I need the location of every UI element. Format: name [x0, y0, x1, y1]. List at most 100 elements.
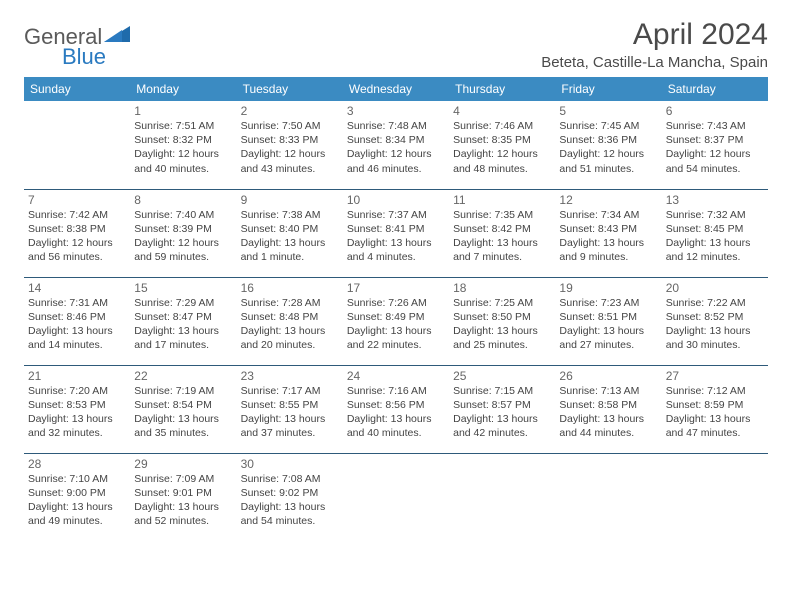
daylight-text-2: and 27 minutes. [559, 338, 657, 352]
calendar-cell: 14Sunrise: 7:31 AMSunset: 8:46 PMDayligh… [24, 277, 130, 365]
calendar-cell: 8Sunrise: 7:40 AMSunset: 8:39 PMDaylight… [130, 189, 236, 277]
day-info: Sunrise: 7:10 AMSunset: 9:00 PMDaylight:… [28, 472, 126, 529]
day-info: Sunrise: 7:29 AMSunset: 8:47 PMDaylight:… [134, 296, 232, 353]
daylight-text-1: Daylight: 13 hours [28, 324, 126, 338]
day-info: Sunrise: 7:17 AMSunset: 8:55 PMDaylight:… [241, 384, 339, 441]
sunrise-text: Sunrise: 7:09 AM [134, 472, 232, 486]
sunrise-text: Sunrise: 7:25 AM [453, 296, 551, 310]
calendar-cell: 3Sunrise: 7:48 AMSunset: 8:34 PMDaylight… [343, 101, 449, 189]
sunrise-text: Sunrise: 7:35 AM [453, 208, 551, 222]
sunset-text: Sunset: 8:51 PM [559, 310, 657, 324]
sunset-text: Sunset: 8:43 PM [559, 222, 657, 236]
calendar-cell: 10Sunrise: 7:37 AMSunset: 8:41 PMDayligh… [343, 189, 449, 277]
day-number: 12 [559, 193, 657, 207]
sunset-text: Sunset: 8:33 PM [241, 133, 339, 147]
sunrise-text: Sunrise: 7:29 AM [134, 296, 232, 310]
sunset-text: Sunset: 8:52 PM [666, 310, 764, 324]
sunset-text: Sunset: 8:46 PM [28, 310, 126, 324]
calendar-row: 1Sunrise: 7:51 AMSunset: 8:32 PMDaylight… [24, 101, 768, 189]
sunrise-text: Sunrise: 7:50 AM [241, 119, 339, 133]
day-number: 28 [28, 457, 126, 471]
day-number: 19 [559, 281, 657, 295]
daylight-text-1: Daylight: 13 hours [241, 324, 339, 338]
day-number: 23 [241, 369, 339, 383]
daylight-text-2: and 20 minutes. [241, 338, 339, 352]
calendar-cell [449, 453, 555, 541]
brand-triangle-icon [104, 26, 132, 49]
sunrise-text: Sunrise: 7:13 AM [559, 384, 657, 398]
sunset-text: Sunset: 8:47 PM [134, 310, 232, 324]
day-number: 2 [241, 104, 339, 118]
calendar-head: SundayMondayTuesdayWednesdayThursdayFrid… [24, 77, 768, 101]
weekday-header: Saturday [662, 77, 768, 101]
calendar-cell [343, 453, 449, 541]
day-number: 16 [241, 281, 339, 295]
daylight-text-1: Daylight: 13 hours [559, 324, 657, 338]
sunset-text: Sunset: 8:36 PM [559, 133, 657, 147]
calendar-table: SundayMondayTuesdayWednesdayThursdayFrid… [24, 77, 768, 541]
daylight-text-2: and 56 minutes. [28, 250, 126, 264]
sunrise-text: Sunrise: 7:17 AM [241, 384, 339, 398]
daylight-text-1: Daylight: 13 hours [28, 412, 126, 426]
sunset-text: Sunset: 9:01 PM [134, 486, 232, 500]
sunset-text: Sunset: 8:57 PM [453, 398, 551, 412]
day-number: 14 [28, 281, 126, 295]
calendar-row: 7Sunrise: 7:42 AMSunset: 8:38 PMDaylight… [24, 189, 768, 277]
day-number: 29 [134, 457, 232, 471]
daylight-text-2: and 51 minutes. [559, 162, 657, 176]
daylight-text-2: and 54 minutes. [241, 514, 339, 528]
sunrise-text: Sunrise: 7:51 AM [134, 119, 232, 133]
calendar-cell: 30Sunrise: 7:08 AMSunset: 9:02 PMDayligh… [237, 453, 343, 541]
sunrise-text: Sunrise: 7:38 AM [241, 208, 339, 222]
calendar-cell: 28Sunrise: 7:10 AMSunset: 9:00 PMDayligh… [24, 453, 130, 541]
day-number: 5 [559, 104, 657, 118]
daylight-text-1: Daylight: 12 hours [241, 147, 339, 161]
sunset-text: Sunset: 9:02 PM [241, 486, 339, 500]
day-info: Sunrise: 7:51 AMSunset: 8:32 PMDaylight:… [134, 119, 232, 176]
sunrise-text: Sunrise: 7:42 AM [28, 208, 126, 222]
sunset-text: Sunset: 8:53 PM [28, 398, 126, 412]
daylight-text-1: Daylight: 13 hours [134, 412, 232, 426]
daylight-text-2: and 44 minutes. [559, 426, 657, 440]
sunset-text: Sunset: 8:49 PM [347, 310, 445, 324]
sunset-text: Sunset: 8:42 PM [453, 222, 551, 236]
daylight-text-1: Daylight: 12 hours [666, 147, 764, 161]
day-info: Sunrise: 7:42 AMSunset: 8:38 PMDaylight:… [28, 208, 126, 265]
sunrise-text: Sunrise: 7:23 AM [559, 296, 657, 310]
calendar-cell: 4Sunrise: 7:46 AMSunset: 8:35 PMDaylight… [449, 101, 555, 189]
calendar-cell: 5Sunrise: 7:45 AMSunset: 8:36 PMDaylight… [555, 101, 661, 189]
day-info: Sunrise: 7:35 AMSunset: 8:42 PMDaylight:… [453, 208, 551, 265]
calendar-cell: 13Sunrise: 7:32 AMSunset: 8:45 PMDayligh… [662, 189, 768, 277]
daylight-text-1: Daylight: 13 hours [241, 500, 339, 514]
calendar-cell: 27Sunrise: 7:12 AMSunset: 8:59 PMDayligh… [662, 365, 768, 453]
daylight-text-2: and 37 minutes. [241, 426, 339, 440]
location-text: Beteta, Castille-La Mancha, Spain [541, 54, 768, 71]
day-info: Sunrise: 7:48 AMSunset: 8:34 PMDaylight:… [347, 119, 445, 176]
day-info: Sunrise: 7:19 AMSunset: 8:54 PMDaylight:… [134, 384, 232, 441]
daylight-text-2: and 9 minutes. [559, 250, 657, 264]
sunrise-text: Sunrise: 7:32 AM [666, 208, 764, 222]
day-number: 10 [347, 193, 445, 207]
day-info: Sunrise: 7:22 AMSunset: 8:52 PMDaylight:… [666, 296, 764, 353]
day-info: Sunrise: 7:46 AMSunset: 8:35 PMDaylight:… [453, 119, 551, 176]
calendar-cell [24, 101, 130, 189]
day-info: Sunrise: 7:28 AMSunset: 8:48 PMDaylight:… [241, 296, 339, 353]
daylight-text-2: and 30 minutes. [666, 338, 764, 352]
calendar-cell: 21Sunrise: 7:20 AMSunset: 8:53 PMDayligh… [24, 365, 130, 453]
day-info: Sunrise: 7:09 AMSunset: 9:01 PMDaylight:… [134, 472, 232, 529]
daylight-text-1: Daylight: 13 hours [666, 412, 764, 426]
sunrise-text: Sunrise: 7:31 AM [28, 296, 126, 310]
sunrise-text: Sunrise: 7:48 AM [347, 119, 445, 133]
weekday-header: Tuesday [237, 77, 343, 101]
daylight-text-1: Daylight: 12 hours [559, 147, 657, 161]
daylight-text-1: Daylight: 12 hours [28, 236, 126, 250]
day-number: 30 [241, 457, 339, 471]
day-number: 8 [134, 193, 232, 207]
daylight-text-2: and 17 minutes. [134, 338, 232, 352]
daylight-text-2: and 35 minutes. [134, 426, 232, 440]
daylight-text-2: and 40 minutes. [347, 426, 445, 440]
daylight-text-2: and 32 minutes. [28, 426, 126, 440]
day-number: 25 [453, 369, 551, 383]
daylight-text-2: and 4 minutes. [347, 250, 445, 264]
weekday-header: Sunday [24, 77, 130, 101]
